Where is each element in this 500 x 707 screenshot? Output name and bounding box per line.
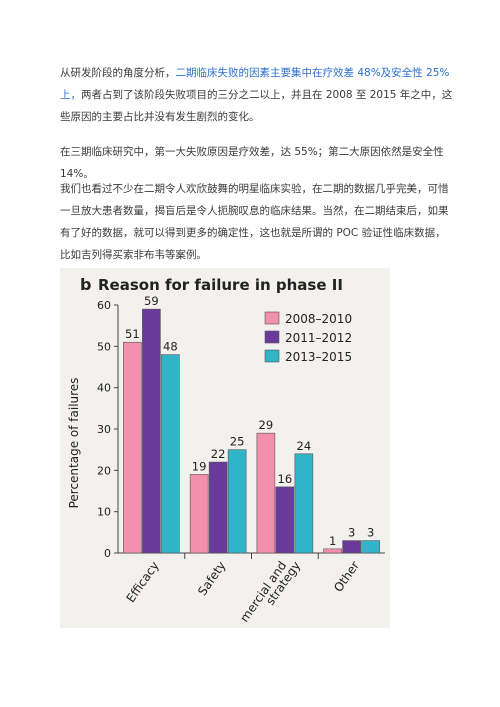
bar-value-label: 3 [348, 526, 355, 540]
y-tick-label: 20 [97, 464, 111, 477]
bar-value-label: 19 [192, 459, 207, 473]
bar-0-0 [123, 341, 142, 554]
paragraph-intro-highlight: 二期临床失败的因素主要集中在疗效差 48%及安全性 25%上， [60, 67, 450, 101]
legend-swatch [264, 330, 280, 344]
bar-value-label: 3 [367, 526, 374, 540]
bar-value-label: 48 [163, 340, 178, 354]
bar-3-2 [361, 540, 380, 554]
y-tick-label: 0 [104, 547, 111, 560]
bar-value-label: 22 [211, 447, 226, 461]
legend-label: 2011–2012 [285, 331, 352, 345]
y-tick-label: 10 [97, 506, 111, 519]
bar-value-label: 29 [259, 418, 274, 432]
legend-label: 2008–2010 [285, 312, 352, 326]
bar-1-2 [227, 449, 247, 554]
bar-2-0 [256, 432, 276, 554]
bar-2-1 [275, 486, 295, 554]
y-tick-label: 30 [97, 423, 111, 436]
bar-2-2 [294, 453, 314, 554]
y-tick-label: 50 [97, 340, 111, 353]
paragraph-intro-rest: 两者占到了该阶段失败项目的三分之二以上，并且在 2008 至 2015 年之中，… [60, 89, 453, 123]
paragraph-phase3: 在三期临床研究中，第一大失败原因是疗效差，达 55%；第二大原因依然是安全性 1… [60, 146, 444, 180]
bar-value-label: 59 [144, 294, 159, 308]
bar-3-1 [342, 540, 361, 554]
bar-value-label: 16 [278, 472, 293, 486]
failure-reason-chart: b Reason for failure in phase II Percent… [60, 268, 390, 628]
legend-swatch [264, 349, 280, 363]
paragraph-intro-lead: 从研发阶段的角度分析， [60, 67, 176, 79]
bar-1-0 [189, 474, 209, 554]
y-axis-label: Percentage of failures [67, 378, 81, 509]
bar-value-label: 51 [125, 327, 140, 341]
bar-0-2 [161, 354, 180, 554]
bar-value-label: 24 [297, 439, 312, 453]
bar-value-label: 25 [230, 435, 245, 449]
chart-title: Reason for failure in phase II [98, 276, 343, 294]
panel-letter: b [80, 275, 91, 294]
paragraph-poc: 我们也看过不少在二期令人欢欣鼓舞的明星临床实验，在二期的数据几乎完美，可惜一旦放… [60, 183, 449, 261]
chart-background [60, 268, 390, 628]
bar-value-label: 1 [329, 534, 336, 548]
y-tick-label: 60 [97, 299, 111, 312]
bar-1-1 [208, 461, 228, 554]
paragraph-intro: 从研发阶段的角度分析，二期临床失败的因素主要集中在疗效差 48%及安全性 25%… [60, 62, 455, 128]
legend-swatch [264, 311, 280, 325]
bar-3-0 [323, 548, 342, 554]
legend-label: 2013–2015 [285, 350, 352, 364]
bar-0-1 [142, 308, 161, 554]
y-tick-label: 40 [97, 382, 111, 395]
